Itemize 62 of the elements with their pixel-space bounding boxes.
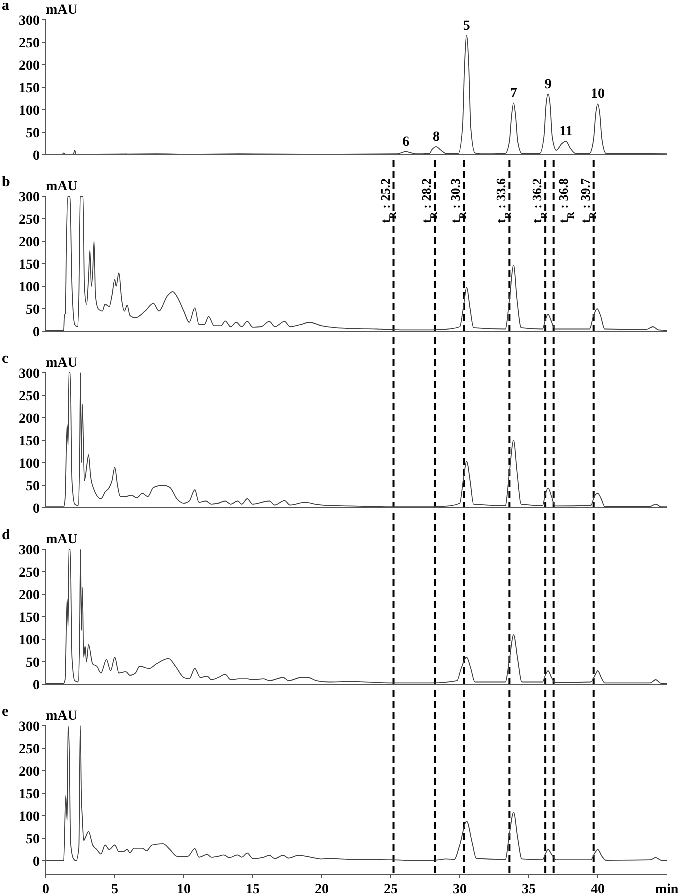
y-tick-label: 50 (26, 126, 40, 142)
x-tick-label: 15 (246, 882, 260, 896)
y-tick-label: 100 (19, 280, 40, 296)
annotation: 9 (544, 77, 552, 92)
y-tick-label: 250 (19, 36, 40, 52)
annotation: 7 (510, 86, 518, 102)
y-tick-label: 200 (19, 412, 40, 427)
x-tick-label: 40 (591, 882, 605, 896)
y-tick-label: 100 (19, 456, 40, 472)
y-tick-label: 250 (19, 566, 40, 581)
x-axis-title: min (655, 882, 679, 896)
y-tick-label: 50 (26, 656, 40, 671)
y-tick-label: 200 (19, 588, 40, 604)
y-tick-label: 150 (19, 434, 40, 450)
chart-title: c (2, 351, 9, 367)
annotation: 5 (463, 18, 470, 34)
y-tick-label: 300 (19, 543, 40, 558)
y-tick-label: 250 (19, 212, 40, 228)
y-tick-label: 0 (33, 854, 40, 870)
y-tick-label: 250 (19, 389, 40, 404)
annotation: 8 (433, 130, 440, 145)
chart-title: d (2, 528, 11, 544)
y-tick-label: 50 (26, 832, 40, 848)
x-tick-label: 30 (453, 882, 467, 896)
y-tick-label: 0 (33, 678, 40, 694)
y-tick-label: 50 (26, 302, 40, 318)
y-tick-label: 150 (19, 81, 40, 96)
y-tick-label: 300 (19, 720, 40, 735)
y-tick-label: 0 (33, 502, 40, 517)
x-tick-label: 10 (177, 882, 191, 896)
y-axis-title: mAU (46, 532, 78, 548)
x-tick-label: 5 (112, 882, 118, 896)
y-tick-label: 0 (33, 325, 40, 340)
y-tick-label: 100 (19, 633, 40, 648)
y-tick-label: 0 (33, 148, 40, 164)
x-tick-label: 35 (522, 882, 536, 896)
chart-title: a (2, 0, 10, 14)
chart-title: e (2, 704, 9, 720)
annotation: 10 (591, 87, 605, 102)
y-tick-label: 300 (19, 190, 40, 206)
y-tick-label: 300 (19, 14, 40, 29)
annotation: 6 (402, 134, 410, 150)
y-tick-label: 100 (19, 104, 40, 119)
y-axis-title: mAU (46, 709, 78, 724)
y-tick-label: 200 (19, 764, 40, 780)
y-tick-label: 250 (19, 742, 40, 758)
y-tick-label: 150 (19, 258, 40, 273)
annotation: 11 (560, 124, 573, 140)
x-tick-label: 0 (42, 882, 50, 896)
y-tick-label: 200 (19, 235, 40, 250)
y-tick-label: 150 (19, 787, 40, 802)
x-tick-label: 25 (384, 882, 398, 896)
y-tick-label: 200 (19, 58, 40, 74)
y-axis-title: mAU (46, 180, 78, 194)
y-tick-label: 100 (19, 810, 40, 825)
y-axis-title: mAU (46, 3, 78, 18)
x-tick-label: 20 (315, 882, 329, 896)
y-tick-label: 300 (19, 366, 40, 382)
y-tick-label: 150 (19, 610, 40, 626)
y-tick-label: 50 (26, 479, 40, 494)
chart-title: b (2, 174, 10, 190)
y-axis-title: mAU (46, 356, 78, 371)
